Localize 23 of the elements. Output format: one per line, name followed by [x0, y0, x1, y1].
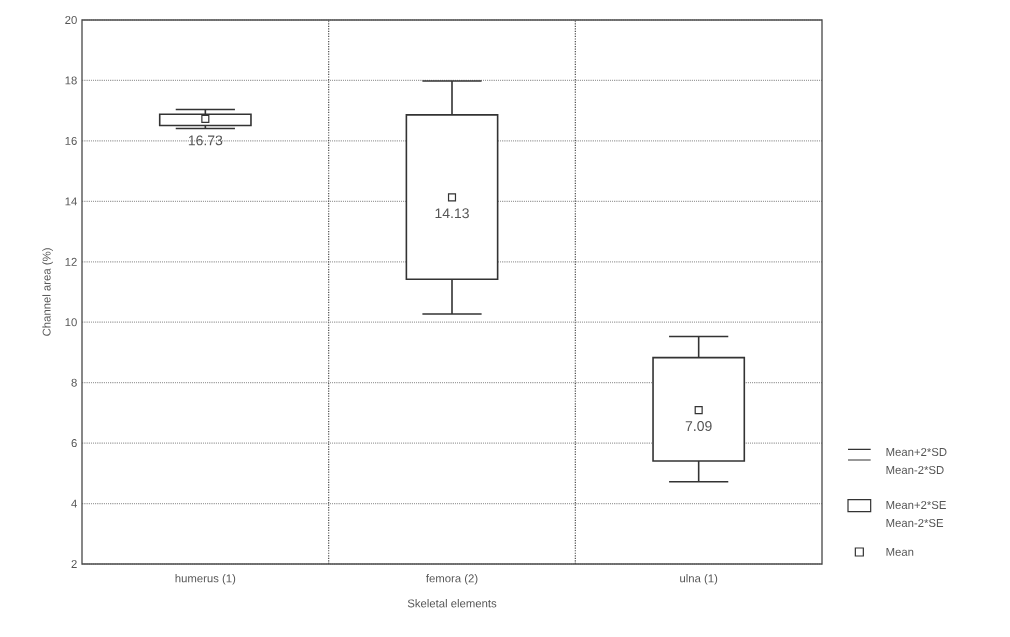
- x-tick-label: femora (2): [426, 574, 478, 585]
- text: Mean: [886, 548, 914, 556]
- text: Mean+2*SE: [886, 501, 946, 510]
- text: 7.09: [685, 421, 712, 432]
- x-tick-label: ulna (1): [680, 574, 718, 585]
- y-tick-label: 8: [71, 378, 77, 387]
- text: Mean+2*SD: [886, 448, 947, 457]
- y-tick-label: 16: [65, 136, 77, 145]
- y-tick-label: 10: [65, 318, 77, 327]
- y-tick-label: 14: [65, 197, 77, 206]
- y-tick-label: 6: [71, 439, 77, 448]
- text: 14.13: [435, 208, 469, 219]
- y-tick-label: 12: [65, 257, 77, 266]
- text: 16.73: [188, 135, 223, 146]
- x-tick-label: humerus (1): [175, 574, 236, 585]
- x-axis-title: Skeletal elements: [407, 599, 497, 608]
- y-axis-title: Channel area (%): [42, 248, 53, 336]
- y-tick-label: 4: [71, 499, 77, 508]
- text: Mean-2*SE: [886, 519, 944, 528]
- y-tick-label: 18: [65, 76, 77, 85]
- text: Mean-2*SD: [886, 466, 944, 474]
- y-tick-label: 20: [65, 16, 77, 25]
- y-tick-label: 2: [71, 560, 77, 568]
